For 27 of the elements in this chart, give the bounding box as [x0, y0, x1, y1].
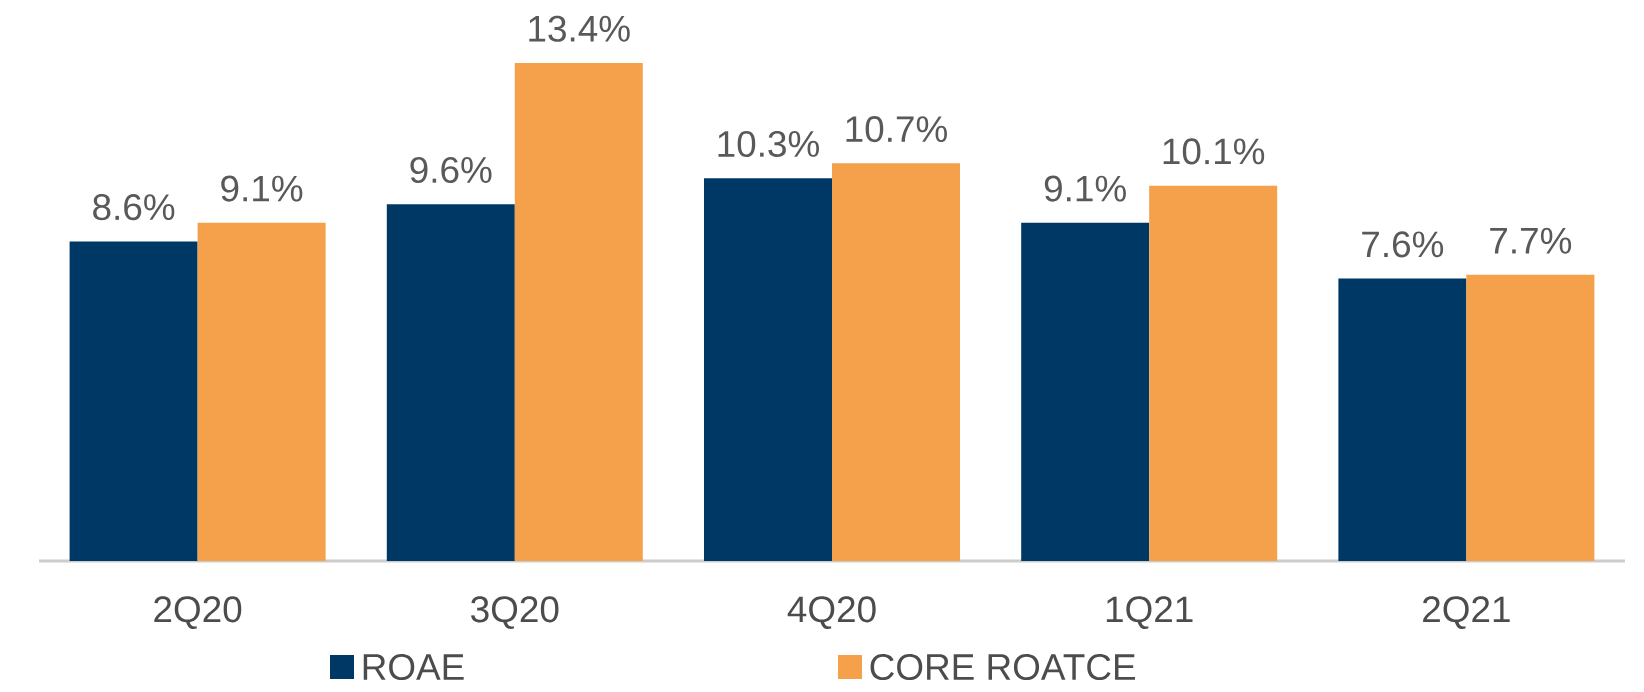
bar: [1021, 222, 1150, 562]
legend-label: CORE ROATCE: [870, 653, 1135, 681]
x-tick-label: 3Q20: [471, 596, 559, 629]
bar: [1338, 278, 1467, 562]
bar: [832, 163, 960, 562]
data-label: 13.4%: [529, 15, 630, 42]
bar: [69, 241, 198, 562]
x-tick-label: 4Q20: [787, 596, 876, 629]
data-label: 8.6%: [93, 194, 175, 221]
bar: [386, 204, 515, 562]
data-label: 10.1%: [1163, 138, 1265, 165]
data-label: 7.6%: [1362, 231, 1444, 258]
bar: [197, 222, 326, 562]
bar: [1149, 185, 1278, 562]
data-label: 9.6%: [410, 156, 492, 184]
bar: [1466, 274, 1595, 562]
x-tick-label: 2Q21: [1423, 596, 1510, 629]
data-label: 10.7%: [846, 116, 947, 143]
bar: [514, 63, 643, 562]
x-tick-label: 1Q21: [1106, 596, 1193, 629]
legend-label: ROAE: [363, 653, 464, 681]
data-label: 7.7%: [1490, 227, 1572, 254]
bar: [703, 178, 832, 562]
x-tick-label: 2Q20: [154, 596, 242, 629]
data-label: 9.1%: [1044, 175, 1126, 202]
data-label: 10.3%: [718, 130, 819, 158]
data-label: 9.1%: [221, 175, 303, 202]
